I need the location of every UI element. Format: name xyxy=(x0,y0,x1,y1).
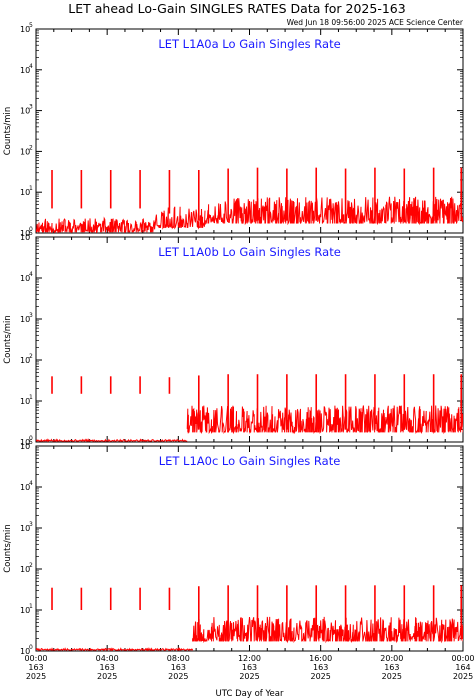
y-tick-exponent: 2 xyxy=(29,144,33,151)
x-tick-time: 20:00 xyxy=(380,654,403,663)
y-tick-label: 10 xyxy=(20,356,30,365)
y-tick-label: 10 xyxy=(20,25,30,34)
y-tick-label: 10 xyxy=(20,647,30,656)
data-trace-segment xyxy=(36,438,188,442)
x-tick-time: 00:00 xyxy=(24,654,47,663)
y-tick-label: 10 xyxy=(20,233,30,242)
x-tick-day: 163 xyxy=(100,663,115,672)
y-tick-exponent: 3 xyxy=(29,312,33,319)
y-axis-label: Counts/min xyxy=(3,524,13,573)
y-tick-label: 10 xyxy=(20,397,30,406)
y-tick-exponent: 1 xyxy=(29,603,33,610)
y-tick-exponent: 4 xyxy=(29,271,33,278)
x-tick-day: 163 xyxy=(313,663,328,672)
y-tick-label: 10 xyxy=(20,66,30,75)
data-layer xyxy=(36,585,463,651)
y-tick-exponent: 1 xyxy=(29,185,33,192)
y-tick-exponent: 5 xyxy=(29,230,33,237)
y-tick-label: 10 xyxy=(20,274,30,283)
y-tick-exponent: 0 xyxy=(29,226,33,233)
data-trace-segment xyxy=(186,405,463,435)
x-tick-year: 2025 xyxy=(97,672,117,681)
y-tick-exponent: 5 xyxy=(29,439,33,446)
x-tick-year: 2025 xyxy=(453,672,473,681)
x-tick-day: 163 xyxy=(242,663,257,672)
panel-title: LET L1A0c Lo Gain Singles Rate xyxy=(159,454,341,468)
y-tick-label: 10 xyxy=(20,315,30,324)
y-tick-exponent: 1 xyxy=(29,394,33,401)
y-tick-label: 10 xyxy=(20,524,30,533)
y-tick-exponent: 0 xyxy=(29,435,33,442)
panel-title: LET L1A0a Lo Gain Singles Rate xyxy=(158,37,340,51)
y-tick-label: 10 xyxy=(20,107,30,116)
panel-title: LET L1A0b Lo Gain Singles Rate xyxy=(158,245,341,259)
x-tick-day: 163 xyxy=(28,663,43,672)
x-tick-time: 00:00 xyxy=(451,654,474,663)
x-tick-day: 163 xyxy=(171,663,186,672)
data-layer xyxy=(36,167,463,233)
y-tick-label: 10 xyxy=(20,229,30,238)
y-tick-label: 10 xyxy=(20,606,30,615)
y-axis-label: Counts/min xyxy=(3,107,13,156)
y-tick-exponent: 3 xyxy=(29,521,33,528)
y-tick-label: 10 xyxy=(20,147,30,156)
y-tick-exponent: 3 xyxy=(29,104,33,111)
data-trace-segment xyxy=(192,616,463,644)
y-tick-exponent: 5 xyxy=(29,22,33,29)
y-tick-label: 10 xyxy=(20,565,30,574)
y-tick-exponent: 4 xyxy=(29,63,33,70)
y-tick-exponent: 2 xyxy=(29,562,33,569)
data-layer xyxy=(36,374,463,442)
x-tick-year: 2025 xyxy=(26,672,46,681)
data-trace-segment xyxy=(204,196,463,226)
data-trace-segment xyxy=(36,647,194,651)
y-tick-exponent: 4 xyxy=(29,480,33,487)
data-trace-segment xyxy=(36,216,156,233)
x-tick-day: 164 xyxy=(455,663,470,672)
x-tick-time: 04:00 xyxy=(96,654,119,663)
timestamp: Wed Jun 18 09:56:00 2025 ACE Science Cen… xyxy=(287,18,464,27)
x-tick-year: 2025 xyxy=(382,672,402,681)
y-tick-label: 10 xyxy=(20,188,30,197)
y-tick-label: 10 xyxy=(20,442,30,451)
x-tick-time: 16:00 xyxy=(309,654,332,663)
y-tick-exponent: 0 xyxy=(29,644,33,651)
figure-title: LET ahead Lo-Gain SINGLES RATES Data for… xyxy=(68,1,405,16)
data-trace-segment xyxy=(154,206,206,230)
y-tick-label: 10 xyxy=(20,483,30,492)
y-tick-exponent: 2 xyxy=(29,353,33,360)
x-tick-year: 2025 xyxy=(239,672,259,681)
y-axis-label: Counts/min xyxy=(3,315,13,364)
x-axis-label: UTC Day of Year xyxy=(216,689,284,699)
x-tick-year: 2025 xyxy=(168,672,188,681)
y-tick-label: 10 xyxy=(20,438,30,447)
x-tick-day: 163 xyxy=(384,663,399,672)
x-tick-time: 12:00 xyxy=(238,654,261,663)
x-tick-year: 2025 xyxy=(310,672,330,681)
x-tick-time: 08:00 xyxy=(167,654,190,663)
